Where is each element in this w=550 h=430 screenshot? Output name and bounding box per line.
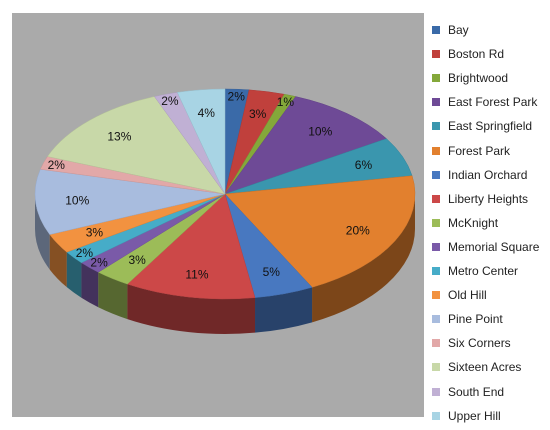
legend-item: Boston Rd: [432, 44, 504, 64]
legend-item: East Springfield: [432, 116, 532, 136]
legend-item: East Forest Park: [432, 92, 537, 112]
legend-label: Old Hill: [448, 288, 487, 303]
legend-label: Upper Hill: [448, 408, 501, 423]
data-label-4: 6%: [355, 158, 373, 172]
data-labels: 2%3%1%10%6%20%5%11%3%2%2%3%10%2%13%2%4%: [48, 90, 373, 282]
legend-label: Liberty Heights: [448, 191, 529, 206]
legend-label: East Springfield: [448, 119, 533, 134]
slice-side-10: [66, 252, 82, 298]
legend-swatch: [432, 98, 440, 107]
legend-swatch: [432, 218, 440, 227]
legend-label: Six Corners: [448, 336, 511, 351]
legend-item: Sixteen Acres: [432, 357, 521, 377]
legend-item: Old Hill: [432, 285, 487, 305]
data-label-6: 5%: [263, 265, 281, 279]
slice-12: [34, 168, 226, 235]
legend-item: Liberty Heights: [432, 189, 528, 209]
slice-14: [47, 96, 226, 195]
legend-swatch: [432, 411, 440, 420]
legend-label: South End: [448, 384, 505, 399]
legend-item: Upper Hill: [432, 406, 501, 426]
legend-label: Pine Point: [448, 312, 503, 327]
slice-side-5: [312, 194, 415, 323]
slice-7: [126, 193, 256, 300]
legend-item: Indian Orchard: [432, 165, 527, 185]
legend-swatch: [432, 291, 440, 300]
data-label-1: 3%: [249, 107, 267, 121]
data-label-16: 4%: [198, 106, 216, 120]
legend: Bay Boston Rd Brightwood East Forest Park Ea…: [428, 13, 548, 427]
slice-side-9: [81, 262, 99, 308]
legend-swatch: [432, 363, 440, 372]
legend-item: Pine Point: [432, 309, 503, 329]
legend-swatch: [432, 122, 440, 131]
slice-side-11: [49, 234, 67, 288]
legend-swatch: [432, 315, 440, 324]
data-label-15: 2%: [161, 94, 179, 108]
legend-label: Memorial Square: [448, 239, 540, 254]
legend-label: East Forest Park: [448, 95, 538, 110]
legend-label: McKnight: [448, 215, 499, 230]
slice-side-6: [255, 287, 313, 333]
data-label-12: 10%: [65, 193, 89, 207]
legend-swatch: [432, 387, 440, 396]
data-label-10: 2%: [76, 246, 94, 260]
legend-swatch: [432, 26, 440, 34]
legend-swatch: [432, 170, 440, 179]
data-label-13: 2%: [48, 158, 66, 172]
data-label-0: 2%: [228, 90, 246, 104]
legend-swatch: [432, 194, 440, 203]
legend-swatch: [432, 74, 440, 83]
legend-swatch: [432, 50, 440, 59]
slice-side-12: [35, 194, 50, 270]
legend-item: Bay: [432, 20, 469, 40]
legend-swatch: [432, 267, 440, 275]
legend-label: Boston Rd: [448, 47, 505, 62]
legend-label: Brightwood: [448, 71, 509, 86]
legend-label: Indian Orchard: [448, 167, 528, 182]
pie-sides: [35, 194, 415, 334]
data-label-5: 20%: [346, 223, 370, 237]
legend-item: Six Corners: [432, 333, 511, 353]
legend-label: Forest Park: [448, 143, 511, 158]
legend-item: McKnight: [432, 213, 498, 233]
slice-16: [176, 88, 226, 195]
data-label-9: 2%: [90, 255, 108, 269]
pie-tops: [34, 88, 416, 300]
legend-item: Brightwood: [432, 68, 508, 88]
data-label-11: 3%: [86, 226, 104, 240]
legend-label: Metro Center: [448, 264, 519, 278]
data-label-8: 3%: [128, 253, 146, 267]
legend-swatch: [432, 242, 440, 251]
slice-side-8: [98, 272, 128, 320]
legend-item: Forest Park: [432, 141, 510, 161]
legend-swatch: [432, 339, 440, 348]
legend-label: Sixteen Acres: [448, 360, 522, 375]
slice-side-7: [127, 284, 256, 334]
slice-3: [224, 96, 387, 195]
legend-swatch: [432, 146, 440, 155]
data-label-2: 1%: [277, 95, 295, 109]
data-label-3: 10%: [308, 124, 332, 138]
legend-item: Metro Center: [432, 261, 518, 281]
data-label-7: 11%: [185, 267, 208, 281]
data-label-14: 13%: [107, 130, 131, 144]
legend-item: South End: [432, 382, 504, 402]
legend-item: Memorial Square: [432, 237, 539, 257]
legend-label: Bay: [448, 23, 469, 37]
slice-5: [224, 175, 416, 288]
